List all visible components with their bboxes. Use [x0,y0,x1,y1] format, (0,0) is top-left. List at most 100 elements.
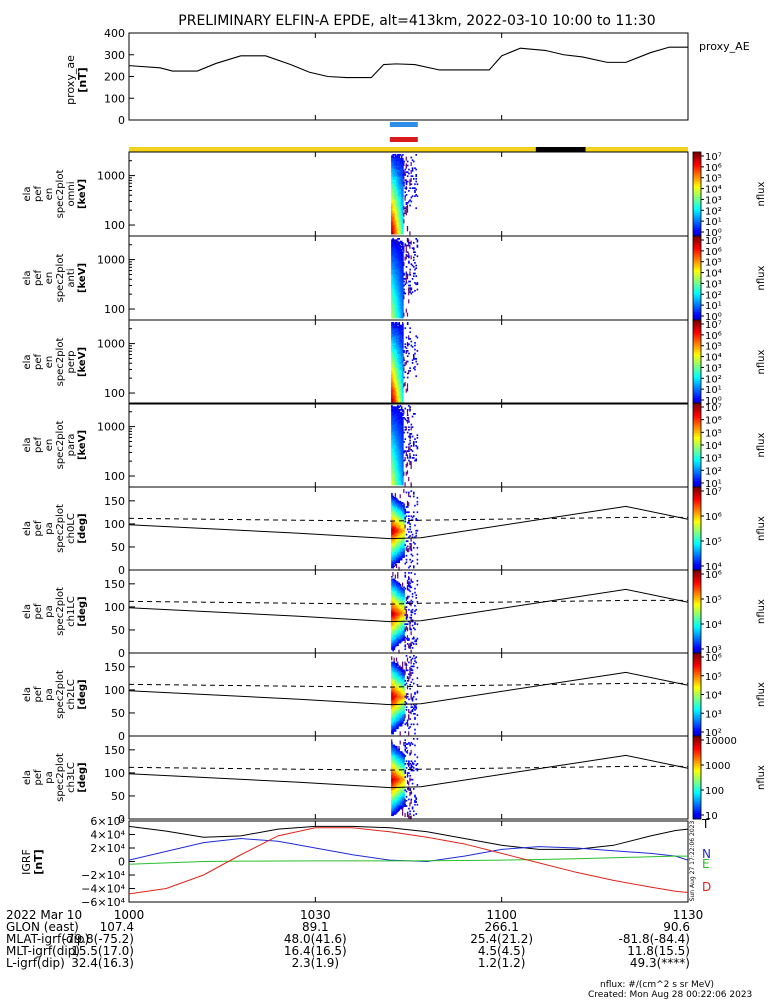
spectrogram-pixel [408,417,410,421]
spectrogram-pixel [400,363,403,366]
spectrogram-pixel [397,267,399,270]
spectrogram-pixel [393,368,396,371]
spectrogram-pixel [392,466,394,469]
spectrogram-pixel [397,156,399,159]
spectrogram-pixel [391,437,393,439]
spectrogram-pixel [392,527,394,529]
spectrogram-pixel [397,196,399,199]
spectrogram-pixel [392,715,394,718]
spectrogram-pixel [402,167,404,170]
spectrogram-pixel [393,180,396,183]
spectrogram-pixel [393,479,396,482]
spectrogram-pixel [393,628,396,631]
spectrogram-pixel [399,455,402,458]
spectrogram-pixel [399,687,402,690]
spectrogram-pixel [402,475,404,478]
spectrogram-pixel [414,352,416,355]
spectrogram-pixel [397,515,399,518]
spectrogram-pixel [399,715,402,718]
spectrogram-pixel [393,680,396,682]
spectrogram-pixel [395,410,398,413]
spectrogram-pixel [392,383,394,386]
spectrogram-pixel [402,695,404,698]
spectrogram-pixel [392,288,394,291]
spectrogram-pixel [397,311,399,314]
spectrogram-pixel [398,413,401,415]
spectrogram-pixel [394,270,397,272]
spectrogram-pixel [397,542,399,545]
spectrogram-pixel [394,639,397,641]
spectrogram-pixel [400,187,403,190]
spectrogram-pixel [398,627,401,630]
spectrogram-pixel [405,282,408,284]
y-axis-label-line: ela [22,354,33,369]
spectrogram-pixel [400,477,403,479]
spectrogram-pixel [395,192,398,195]
spectrogram-pixel [408,252,410,257]
spectrogram-pixel [394,266,397,268]
spectrogram-pixel [397,295,399,298]
spectrogram-pixel [392,239,394,242]
spectrogram-pixel [397,669,399,672]
spectrogram-pixel [402,182,404,184]
spectrogram-pixel [391,706,393,709]
spectrogram-pixel [391,639,393,641]
spectrogram-pixel [391,426,393,429]
spectrogram-pixel [397,348,399,351]
spectrogram-pixel [393,730,396,732]
spectrogram-pixel [402,263,404,266]
spectrogram-pixel [399,282,402,284]
y-tick-label: 100 [104,470,125,483]
spectrogram-pixel [402,283,404,286]
spectrogram-pixel [397,595,399,598]
spectrogram-pixel [391,399,393,402]
spectrogram-pixel [393,672,396,674]
spectrogram-pixel [393,677,396,680]
spectrogram-pixel [399,311,402,314]
spectrogram-pixel [393,560,396,562]
spectrogram-pixel [394,677,397,680]
spectrogram-pixel [400,681,403,684]
spectrogram-pixel [394,342,397,344]
spectrogram-pixel [397,610,399,612]
colorbar-segment [693,208,701,212]
spectrogram-pixel [398,618,401,620]
spectrogram-pixel [392,359,394,362]
spectrogram-pixel [405,515,408,518]
spectrogram-pixel [410,465,412,469]
spectrogram-pixel [400,624,403,627]
spectrogram-pixel [395,554,398,557]
spectrogram-pixel [397,619,399,622]
spectrogram-pixel [399,284,402,287]
colorbar-segment [693,309,701,313]
spectrogram-pixel [394,438,397,441]
spectrogram-pixel [398,698,401,701]
spectrogram-pixel [392,674,394,677]
spectrogram-pixel [403,631,405,633]
spectrogram-pixel [399,299,402,302]
spectrogram-pixel [400,510,403,512]
spectrogram-pixel [415,358,418,360]
spectrogram-pixel [408,450,410,453]
spectrogram-pixel [394,316,397,319]
spectrogram-pixel [397,214,399,216]
spectrogram-pixel [395,344,398,347]
spectrogram-pixel [393,695,396,698]
spectrogram-pixel [405,491,408,494]
spectrogram-pixel [402,176,404,179]
spectrogram-pixel [394,391,397,394]
colorbar-segment [693,584,701,588]
spectrogram-pixel [402,455,404,458]
spectrogram-pixel [397,637,399,640]
spectrogram-pixel [394,327,397,330]
eclipse-bar-black [535,147,586,152]
spectrogram-pixel [395,272,398,275]
spectrogram-pixel [397,507,399,510]
spectrogram-pixel [397,171,399,174]
spectrogram-pixel [397,540,399,543]
spectrogram-pixel [394,670,397,673]
spectrogram-pixel [397,611,399,614]
spectrogram-pixel [402,470,404,473]
